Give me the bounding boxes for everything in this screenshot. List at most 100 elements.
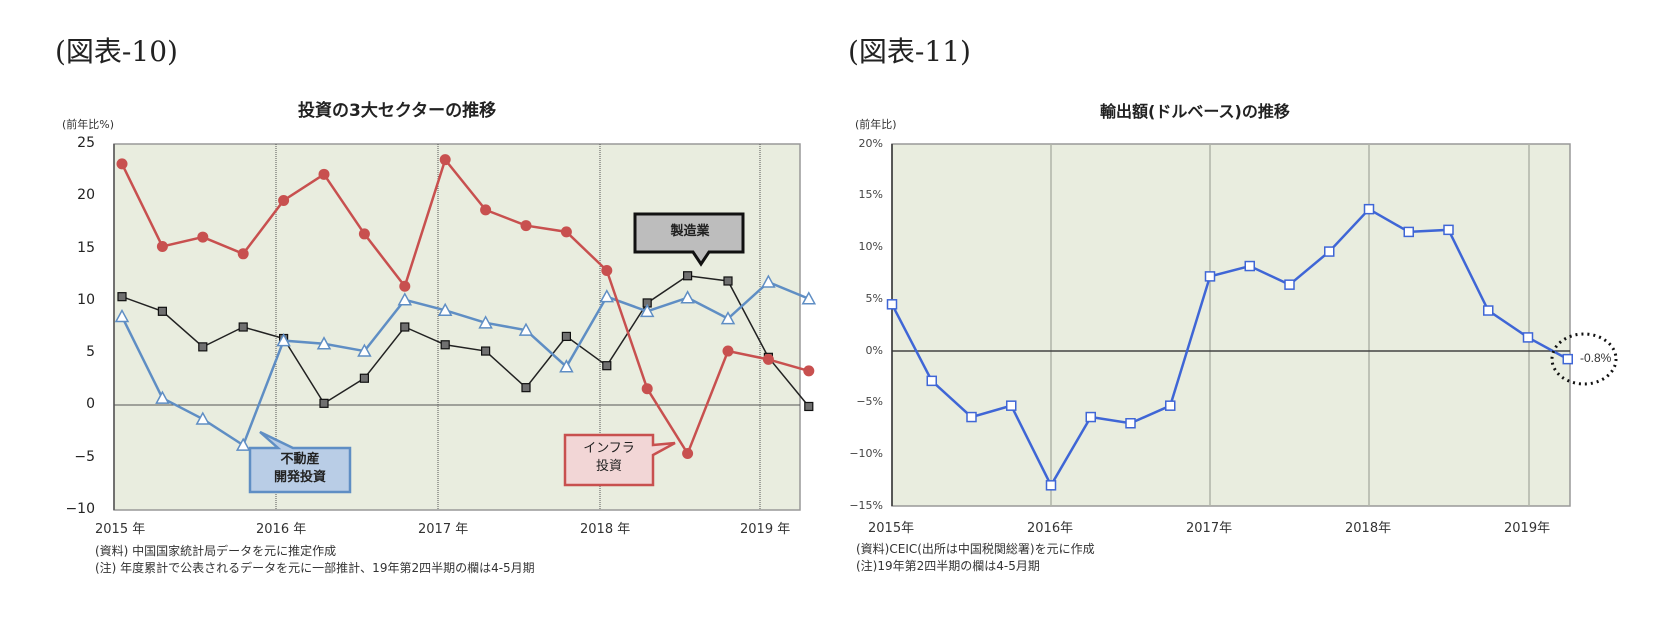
infra-callout <box>563 433 676 487</box>
ytick: 25 <box>77 135 95 151</box>
chart-11-unit-label: (前年比) <box>855 118 897 131</box>
xtick: 2017 年 <box>418 522 469 537</box>
data-point <box>601 265 613 277</box>
figure-11-label: (図表-11) <box>848 35 971 68</box>
last-value-annotation: -0.8% <box>1580 351 1612 365</box>
source-note: (資料) 中国国家統計局データを元に推定作成 <box>95 544 337 558</box>
data-point <box>518 322 534 336</box>
data-point <box>803 365 815 377</box>
series-triangle <box>114 274 817 451</box>
data-point <box>1443 224 1454 236</box>
chart-11-title: 輸出額(ドルベース)の推移 <box>1100 102 1290 121</box>
data-point <box>1562 353 1573 365</box>
data-point <box>238 322 248 332</box>
figure-10-label: (図表-10) <box>55 35 178 68</box>
data-point <box>1324 246 1335 257</box>
ytick: 0 <box>86 396 95 412</box>
ytick: 0% <box>865 344 883 357</box>
ytick: 5 <box>86 344 95 360</box>
data-point <box>602 361 612 371</box>
series-exports <box>886 203 1573 491</box>
highlight-circle <box>1550 332 1618 386</box>
data-point <box>966 411 977 423</box>
data-point <box>1165 400 1176 411</box>
data-point <box>804 401 814 412</box>
data-point <box>117 292 127 302</box>
data-point <box>439 154 451 166</box>
data-point <box>926 375 937 387</box>
data-point <box>114 308 130 323</box>
chart-10-title: 投資の3大セクターの推移 <box>298 101 497 121</box>
data-point <box>761 274 776 288</box>
data-point <box>1006 400 1017 411</box>
data-point <box>357 343 372 357</box>
data-point <box>316 336 332 350</box>
xtick: 2016 年 <box>256 522 307 537</box>
ytick: 10 <box>77 292 95 308</box>
xtick: 2018年 <box>1345 521 1392 536</box>
ytick: 20% <box>858 137 883 150</box>
data-point <box>680 290 695 304</box>
data-point <box>480 204 492 216</box>
xtick: 2017年 <box>1186 521 1233 536</box>
real-estate-callout-line1: 不動産 <box>280 452 320 467</box>
infra-callout-line2: 投資 <box>595 459 622 474</box>
xtick: 2015 年 <box>95 522 146 537</box>
data-point <box>1045 480 1057 491</box>
plot-area <box>891 143 1571 507</box>
footnote: (注)19年第2四半期の欄は4-5月期 <box>856 559 1040 573</box>
data-point <box>722 345 734 357</box>
xtick: 2019年 <box>1504 521 1551 536</box>
infra-callout-label: インフラ 投資 <box>565 440 653 476</box>
data-point <box>400 322 410 332</box>
data-point <box>1125 418 1136 429</box>
data-point <box>639 303 655 318</box>
data-point <box>1363 203 1375 215</box>
ytick: −15% <box>849 499 883 512</box>
data-point <box>682 271 693 281</box>
real-estate-callout <box>248 430 352 494</box>
xtick: 2018 年 <box>580 522 631 537</box>
ytick: 10% <box>858 240 883 253</box>
data-point <box>723 276 733 286</box>
ytick: −5 <box>74 449 95 465</box>
data-point <box>198 342 208 352</box>
infra-callout-line1: インフラ <box>583 441 635 456</box>
data-point <box>886 299 898 310</box>
xtick: 2015年 <box>868 521 915 536</box>
chart-10-plot <box>113 143 817 511</box>
data-point <box>559 359 574 373</box>
data-point <box>1522 332 1534 343</box>
xtick: 2019 年 <box>740 522 791 537</box>
data-point <box>397 292 413 306</box>
data-point <box>682 448 694 460</box>
data-point <box>720 311 736 325</box>
data-point <box>195 411 211 425</box>
data-point <box>1085 411 1096 423</box>
data-point <box>1483 305 1494 316</box>
data-point <box>358 228 370 240</box>
data-point <box>801 291 817 305</box>
data-point <box>1403 226 1414 238</box>
manufacturing-callout <box>633 212 745 267</box>
data-point <box>116 158 128 170</box>
data-point <box>1244 260 1255 272</box>
ytick: −10 <box>65 501 95 517</box>
data-point <box>440 340 450 350</box>
data-point <box>359 373 369 383</box>
data-point <box>521 383 531 393</box>
ytick: 15 <box>77 240 95 256</box>
data-point <box>276 333 291 347</box>
data-point <box>319 398 329 408</box>
ytick: 20 <box>77 187 95 203</box>
ytick: −10% <box>849 447 883 460</box>
data-point <box>155 390 170 404</box>
data-point <box>560 226 572 238</box>
series-circle <box>116 154 815 460</box>
chart-11-plot <box>886 143 1618 507</box>
series-square <box>117 271 814 412</box>
data-point <box>237 248 249 260</box>
data-point <box>399 280 411 292</box>
data-point <box>641 383 653 395</box>
source-note: (資料)CEIC(出所は中国税関総署)を元に作成 <box>856 542 1095 556</box>
